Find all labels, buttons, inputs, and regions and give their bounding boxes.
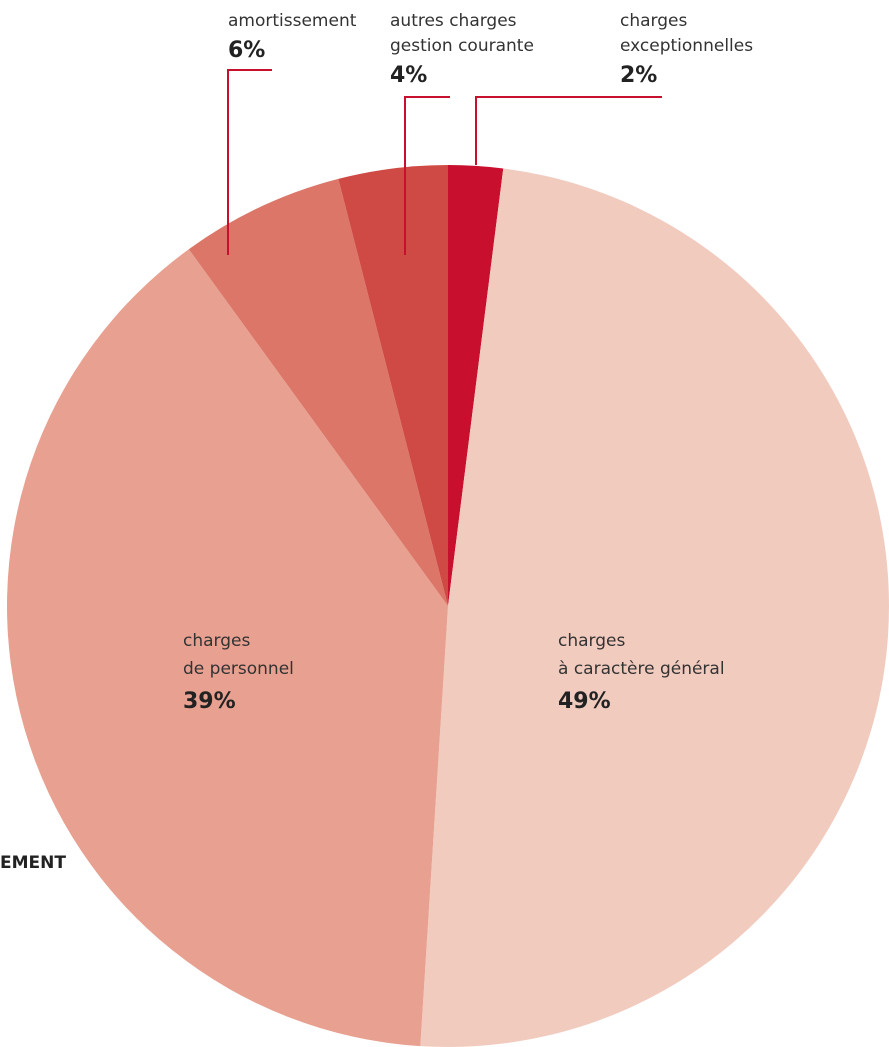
- slice-value-label: 4%: [390, 63, 427, 88]
- slice-value-label: 49%: [558, 689, 611, 714]
- slice-label: à caractère général: [558, 659, 725, 679]
- pie-slice: [338, 165, 448, 606]
- slice-label: gestion courante: [390, 36, 534, 56]
- slice-value-label: 39%: [183, 689, 236, 714]
- leader-line: [475, 96, 662, 165]
- slice-label: amortissement: [228, 11, 357, 31]
- leader-line: [227, 69, 272, 255]
- slice-label: charges: [620, 11, 687, 31]
- leader-line: [404, 96, 450, 255]
- annotation: EMENT: [0, 853, 66, 873]
- slice-label: exceptionnelles: [620, 36, 753, 56]
- pie-slice: [448, 165, 504, 606]
- pie-slice: [6, 249, 448, 1047]
- slice-label: charges: [558, 631, 625, 651]
- slice-label: autres charges: [390, 11, 517, 31]
- slice-label: charges: [183, 631, 250, 651]
- slice-label: de personnel: [183, 659, 294, 679]
- slice-value-label: 2%: [620, 63, 657, 88]
- slice-value-label: 6%: [228, 38, 265, 63]
- pie-slice: [188, 178, 449, 606]
- pie-slice: [420, 168, 889, 1047]
